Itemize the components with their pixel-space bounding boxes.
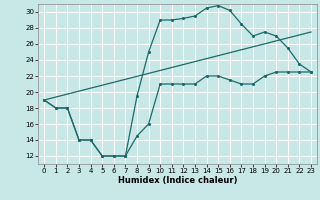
X-axis label: Humidex (Indice chaleur): Humidex (Indice chaleur) <box>118 176 237 185</box>
